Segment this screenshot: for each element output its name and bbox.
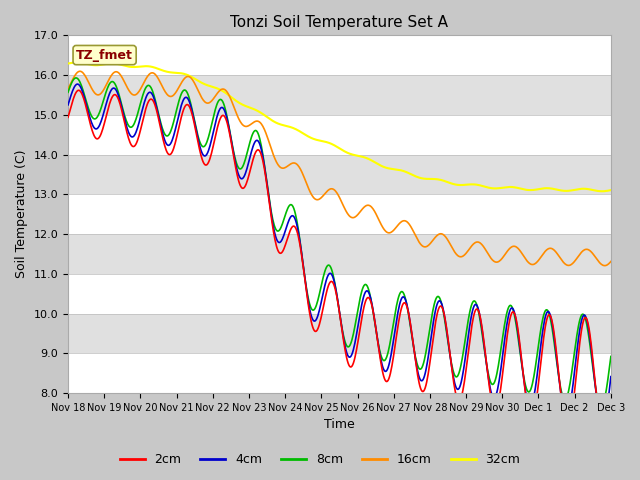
Bar (68, 353, 611, 393)
Bar (68, 234, 611, 274)
Text: TZ_fmet: TZ_fmet (76, 48, 133, 61)
Bar (68, 75, 611, 115)
Bar (68, 155, 611, 194)
Bar (68, 194, 611, 234)
Bar (68, 36, 611, 75)
X-axis label: Time: Time (324, 419, 355, 432)
Bar (68, 313, 611, 353)
Legend: 2cm, 4cm, 8cm, 16cm, 32cm: 2cm, 4cm, 8cm, 16cm, 32cm (115, 448, 525, 471)
Bar (68, 115, 611, 155)
Title: Tonzi Soil Temperature Set A: Tonzi Soil Temperature Set A (230, 15, 449, 30)
Bar (68, 274, 611, 313)
Y-axis label: Soil Temperature (C): Soil Temperature (C) (15, 150, 28, 278)
